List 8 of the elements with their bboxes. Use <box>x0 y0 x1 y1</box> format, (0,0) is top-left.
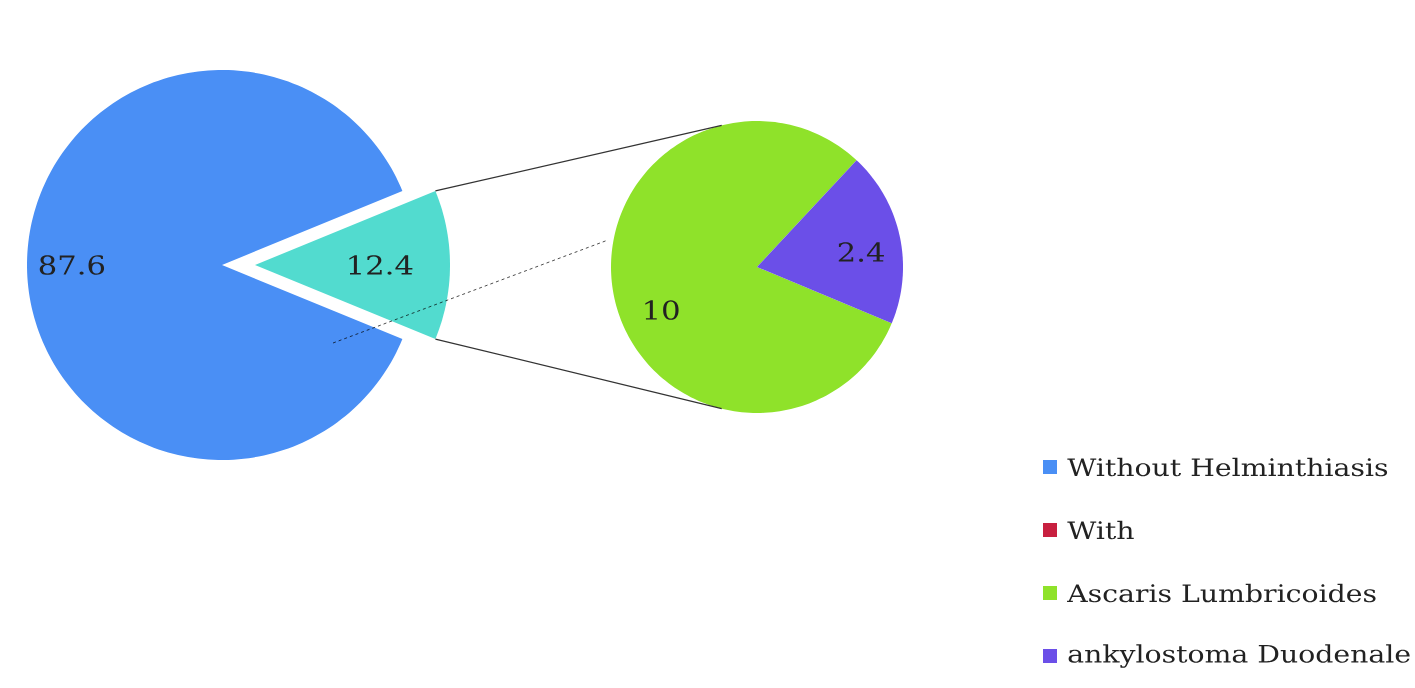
legend-label: Ascaris Lumbricoides <box>1067 583 1376 603</box>
data-label: 12.4 <box>349 255 413 275</box>
data-label: 2.4 <box>838 242 884 262</box>
legend-label: ankylostoma Duodenale <box>1068 644 1410 668</box>
data-label: 10 <box>645 300 679 320</box>
data-label: 87.6 <box>39 255 105 275</box>
legend-label: With <box>1067 520 1134 540</box>
legend-label: Without Helminthiasis <box>1067 457 1388 477</box>
